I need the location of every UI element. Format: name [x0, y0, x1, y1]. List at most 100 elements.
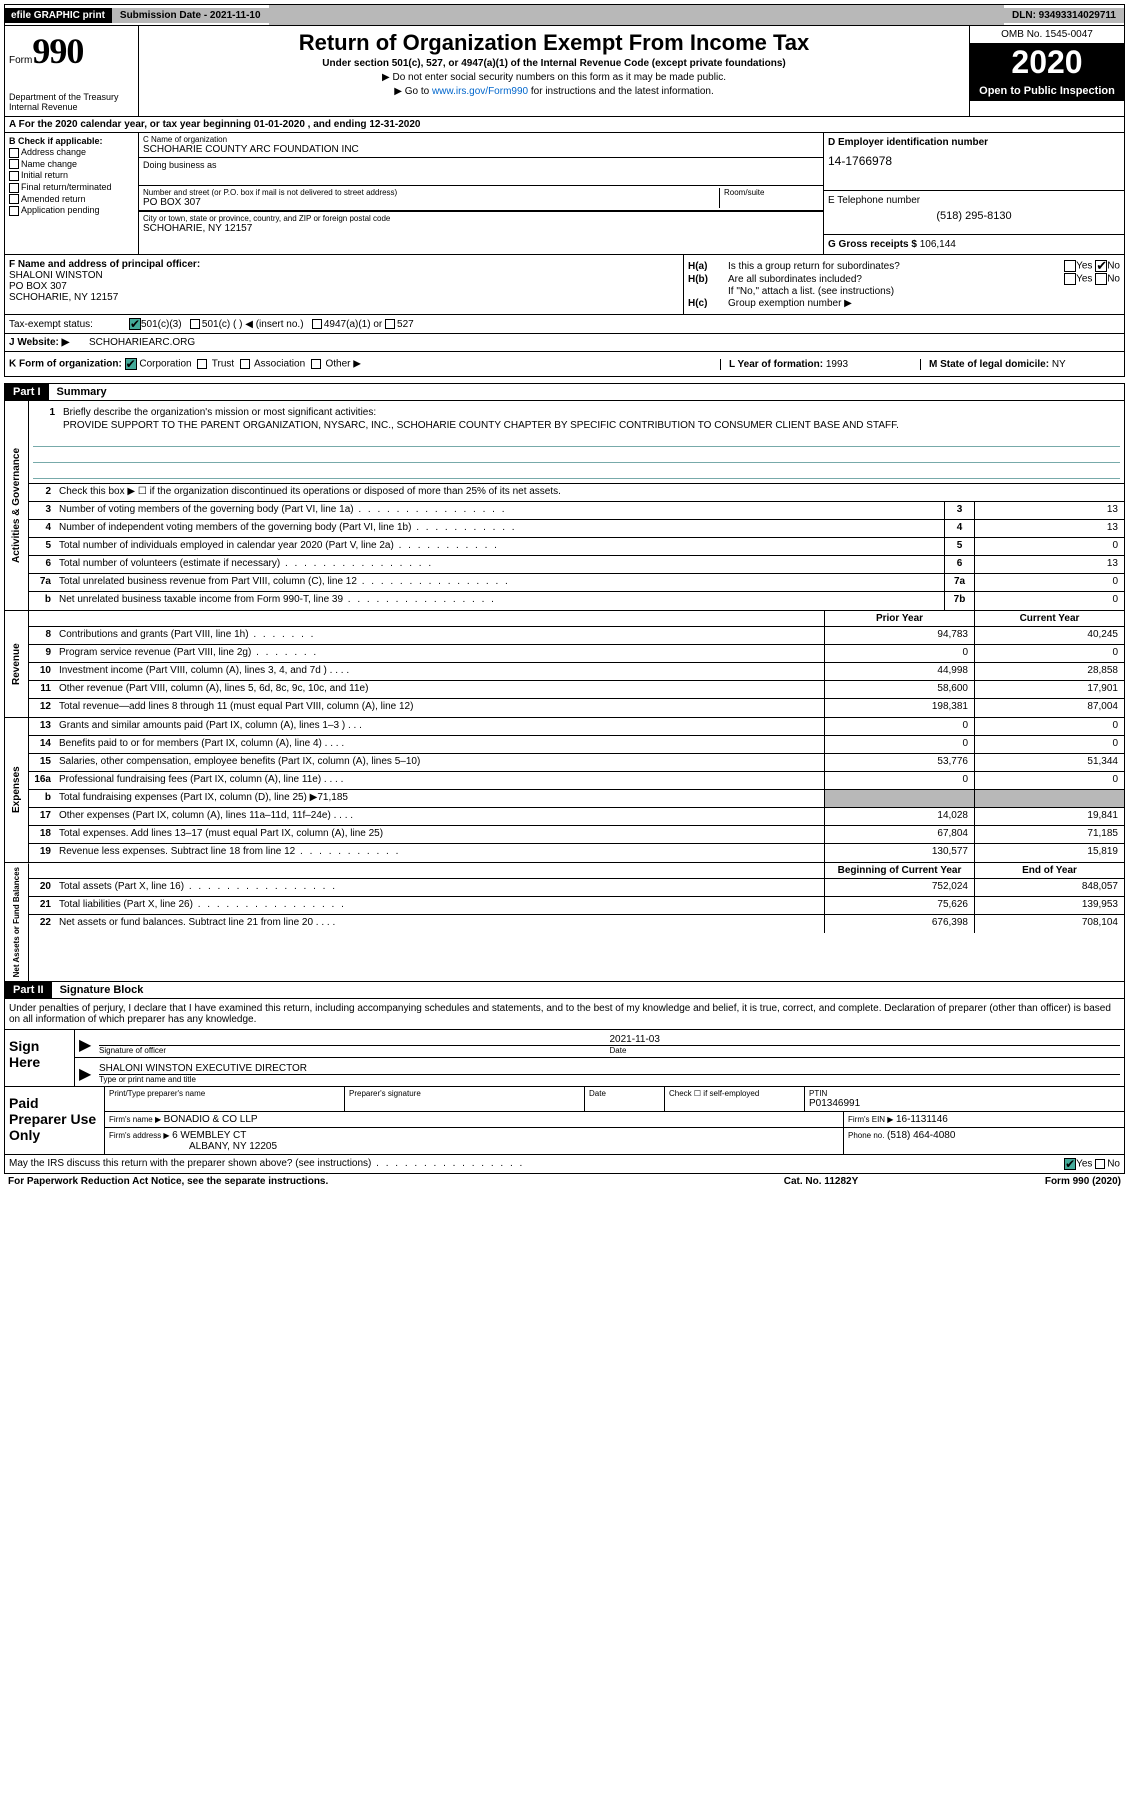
open-to-public: Open to Public Inspection — [970, 81, 1124, 101]
row-num: 7a — [29, 574, 55, 591]
row-num: 18 — [29, 826, 55, 843]
chk-initial-return[interactable]: Initial return — [9, 170, 134, 181]
officer-addr1: PO BOX 307 — [9, 281, 679, 292]
row-current: 87,004 — [974, 699, 1124, 717]
chk-527[interactable] — [385, 319, 395, 329]
row-k-l-m: K Form of organization: Corporation Trus… — [4, 352, 1125, 377]
row-text: Number of independent voting members of … — [55, 520, 944, 537]
hb-yes[interactable] — [1064, 273, 1076, 285]
room-suite: Room/suite — [719, 188, 819, 208]
row-current: 0 — [974, 645, 1124, 662]
row-prior: 53,776 — [824, 754, 974, 771]
chk-name-change[interactable]: Name change — [9, 159, 134, 170]
section-b-c-d: B Check if applicable: Address change Na… — [4, 133, 1125, 254]
row-num: 5 — [29, 538, 55, 555]
row-prior: 94,783 — [824, 627, 974, 644]
financial-row: 15 Salaries, other compensation, employe… — [29, 754, 1124, 772]
row-prior: 75,626 — [824, 897, 974, 914]
governance-section: Activities & Governance 1 Briefly descri… — [4, 401, 1125, 611]
mission-num: 1 — [33, 405, 59, 420]
irs-discuss-yes[interactable] — [1064, 1158, 1076, 1170]
irs-discuss-no[interactable] — [1095, 1159, 1105, 1169]
street-label: Number and street (or P.O. box if mail i… — [143, 188, 719, 197]
chk-final-return[interactable]: Final return/terminated — [9, 182, 134, 193]
street-main: Number and street (or P.O. box if mail i… — [143, 188, 719, 208]
row-text: Total unrelated business revenue from Pa… — [55, 574, 944, 591]
k-assoc: Association — [254, 359, 305, 370]
row-current: 28,858 — [974, 663, 1124, 680]
end-year-header: End of Year — [974, 863, 1124, 878]
row-current: 708,104 — [974, 915, 1124, 933]
chk-app-pending[interactable]: Application pending — [9, 205, 134, 216]
sig-date-label: Date — [610, 1045, 1121, 1055]
chk-501c[interactable] — [190, 319, 200, 329]
mission-block: 1 Briefly describe the organization's mi… — [29, 401, 1124, 484]
chk-trust[interactable] — [197, 359, 207, 369]
chk-other[interactable] — [311, 359, 321, 369]
room-label: Room/suite — [724, 188, 819, 197]
pp-ptin: PTINP01346991 — [805, 1087, 1124, 1111]
tax-year-box: 2020 — [970, 44, 1124, 81]
paid-prep-content: Print/Type preparer's name Preparer's si… — [105, 1087, 1124, 1154]
sig-date-field: 2021-11-03 Date — [610, 1034, 1121, 1055]
row-current: 19,841 — [974, 808, 1124, 825]
hb-label: H(b) — [688, 274, 728, 285]
form-990-page: efile GRAPHIC print Submission Date - 20… — [0, 0, 1129, 1193]
chk-address-change[interactable]: Address change — [9, 147, 134, 158]
opt-4947: 4947(a)(1) or — [324, 319, 382, 330]
row-num: 16a — [29, 772, 55, 789]
row-val: 13 — [974, 520, 1124, 537]
form-prefix: Form — [9, 55, 32, 66]
row-text: Professional fundraising fees (Part IX, … — [55, 772, 824, 789]
ha-yes[interactable] — [1064, 260, 1076, 272]
chk-4947[interactable] — [312, 319, 322, 329]
sig-arrow-1: ▶ — [79, 1035, 99, 1055]
hb-no[interactable] — [1095, 273, 1107, 285]
line-a-text: A For the 2020 calendar year, or tax yea… — [9, 119, 420, 130]
ha-no[interactable] — [1095, 260, 1107, 272]
row-box: 5 — [944, 538, 974, 555]
irs-discuss-yesno: Yes No — [1064, 1158, 1120, 1170]
note2-pre: ▶ Go to — [394, 86, 432, 97]
sig-officer-label: Signature of officer — [99, 1045, 610, 1055]
row-current — [974, 790, 1124, 807]
chk-corp[interactable] — [125, 358, 137, 370]
pp-phone: Phone no. (518) 464-4080 — [844, 1128, 1124, 1154]
sig-date-value: 2021-11-03 — [610, 1034, 1121, 1045]
revenue-col-header: Prior Year Current Year — [29, 611, 1124, 627]
chk-amended-return[interactable]: Amended return — [9, 194, 134, 205]
website-value: SCHOHARIEARC.ORG — [89, 337, 1120, 348]
financial-row: 13 Grants and similar amounts paid (Part… — [29, 718, 1124, 736]
governance-row: b Net unrelated business taxable income … — [29, 592, 1124, 610]
row-current: 17,901 — [974, 681, 1124, 698]
header-right: OMB No. 1545-0047 2020 Open to Public In… — [969, 26, 1124, 116]
chk-assoc[interactable] — [240, 359, 250, 369]
row-text: Benefits paid to or for members (Part IX… — [55, 736, 824, 753]
row-num: 19 — [29, 844, 55, 862]
row-val: 0 — [974, 574, 1124, 591]
row-num: 17 — [29, 808, 55, 825]
row-val: 0 — [974, 592, 1124, 610]
section-f: F Name and address of principal officer:… — [5, 255, 684, 314]
m-value: NY — [1052, 359, 1066, 370]
dba-block: Doing business as — [139, 158, 823, 186]
row-text: Total assets (Part X, line 16) — [55, 879, 824, 896]
h-a-row: H(a) Is this a group return for subordin… — [688, 260, 1120, 272]
row-text: Total liabilities (Part X, line 26) — [55, 897, 824, 914]
chk-501c3[interactable] — [129, 318, 141, 330]
irs-link[interactable]: www.irs.gov/Form990 — [432, 86, 528, 97]
mission-line-3 — [33, 465, 1120, 479]
header-center: Return of Organization Exempt From Incom… — [139, 26, 969, 116]
sig-officer-field: Signature of officer — [99, 1034, 610, 1055]
website-row: J Website: ▶ SCHOHARIEARC.ORG — [4, 334, 1125, 352]
line-a: A For the 2020 calendar year, or tax yea… — [4, 117, 1125, 133]
gross-receipts-label: G Gross receipts $ — [828, 239, 917, 250]
efile-label[interactable]: efile GRAPHIC print — [5, 8, 111, 23]
street-value: PO BOX 307 — [143, 197, 719, 208]
row-current: 71,185 — [974, 826, 1124, 843]
toolbar-spacer — [269, 5, 1004, 25]
row-val: 13 — [974, 556, 1124, 573]
row-text: Total fundraising expenses (Part IX, col… — [55, 790, 824, 807]
row-text: Net unrelated business taxable income fr… — [55, 592, 944, 610]
city-label: City or town, state or province, country… — [143, 214, 819, 223]
